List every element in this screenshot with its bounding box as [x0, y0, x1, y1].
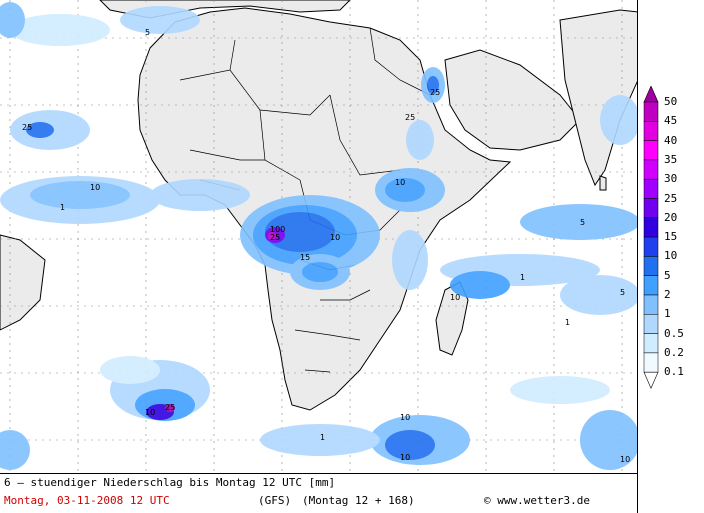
sri-lanka-landmass: [599, 175, 607, 191]
contour-label: 5: [145, 28, 150, 37]
contour-label: 1: [320, 433, 325, 442]
contour-label: 10: [395, 178, 405, 187]
contour-label: 10: [620, 455, 630, 464]
legend-swatch: [643, 236, 659, 257]
contour-label: 25: [165, 403, 175, 412]
legend-bottom-arrow: [643, 371, 659, 389]
legend-label: 20: [664, 210, 678, 224]
contour-label: 25: [405, 113, 415, 122]
legend-swatch: [643, 256, 659, 276]
legend-swatch: [643, 121, 659, 141]
contour-label: 10: [90, 183, 100, 192]
south-america-landmass: [0, 234, 46, 331]
arabia-landmass: [444, 49, 581, 151]
legend-label: 0.1: [664, 365, 684, 379]
legend-swatch: [643, 140, 659, 161]
contour-label: 5: [580, 218, 585, 227]
legend-label: 1: [664, 307, 671, 321]
legend-label: 10: [664, 249, 678, 263]
legend-label: 40: [664, 133, 678, 147]
legend-label: 45: [664, 114, 678, 128]
legend-label: 15: [664, 230, 678, 244]
contour-label: 10: [400, 413, 410, 422]
contour-label: 10: [450, 293, 460, 302]
legend-swatch: [643, 333, 659, 354]
contour-label: 15: [300, 253, 310, 262]
map-date: Montag, 03-11-2008 12 UTC: [4, 494, 170, 507]
forecast-step: (Montag 12 + 168): [302, 494, 415, 507]
contour-label: 1: [565, 318, 570, 327]
map-canvas: 5 10 1 25 25 15 100 10 25 25 10 5 10 25 …: [0, 0, 637, 473]
precipitation-map: 5 10 1 25 25 15 100 10 25 25 10 5 10 25 …: [0, 0, 638, 474]
legend-label: 5: [664, 268, 671, 282]
contour-label: 25: [22, 123, 32, 132]
contour-label: 1: [520, 273, 525, 282]
contour-label: 5: [620, 288, 625, 297]
legend-label: 0.5: [664, 326, 684, 340]
legend-label: 25: [664, 191, 678, 205]
contour-label: 10: [330, 233, 340, 242]
legend-swatch: [643, 352, 659, 373]
legend-swatch: [643, 294, 659, 315]
legend-swatch: [643, 101, 659, 122]
legend-label: 50: [664, 95, 678, 108]
legend-top-arrow: [643, 86, 659, 103]
map-caption: 6 — stuendiger Niederschlag bis Montag 1…: [4, 476, 336, 489]
contour-label: 10: [145, 408, 155, 417]
contour-labels: 5 10 1 25 25 15 100 10 25 25 10 5 10 25 …: [22, 28, 630, 464]
contour-label: 10: [400, 453, 410, 462]
model-name: (GFS): [258, 494, 292, 507]
precipitation-layer: [0, 2, 637, 470]
legend-swatch: [643, 178, 659, 199]
legend-label: 2: [664, 288, 671, 301]
color-legend: 50 45 40 35 30 25 20 15 10 5 2 1 0.5 0.2 0.1: [640, 86, 704, 398]
contour-label: 100: [270, 225, 285, 234]
legend-swatch: [643, 275, 659, 296]
contour-label: 25: [270, 233, 280, 242]
map-footer: 6 — stuendiger Niederschlag bis Montag 1…: [0, 474, 638, 513]
contour-label: 25: [430, 88, 440, 97]
legend-label: 35: [664, 152, 678, 166]
legend-swatch: [643, 217, 659, 238]
legend-colorbar: [643, 86, 659, 389]
legend-swatch: [643, 159, 659, 180]
copyright-text: © www.wetter3.de: [484, 494, 590, 507]
legend-swatch: [643, 198, 659, 219]
india-landmass: [559, 9, 637, 187]
contour-label: 1: [60, 203, 65, 212]
legend-label: 30: [664, 172, 678, 186]
legend-swatch: [643, 314, 659, 334]
legend-label: 0.2: [664, 345, 684, 359]
